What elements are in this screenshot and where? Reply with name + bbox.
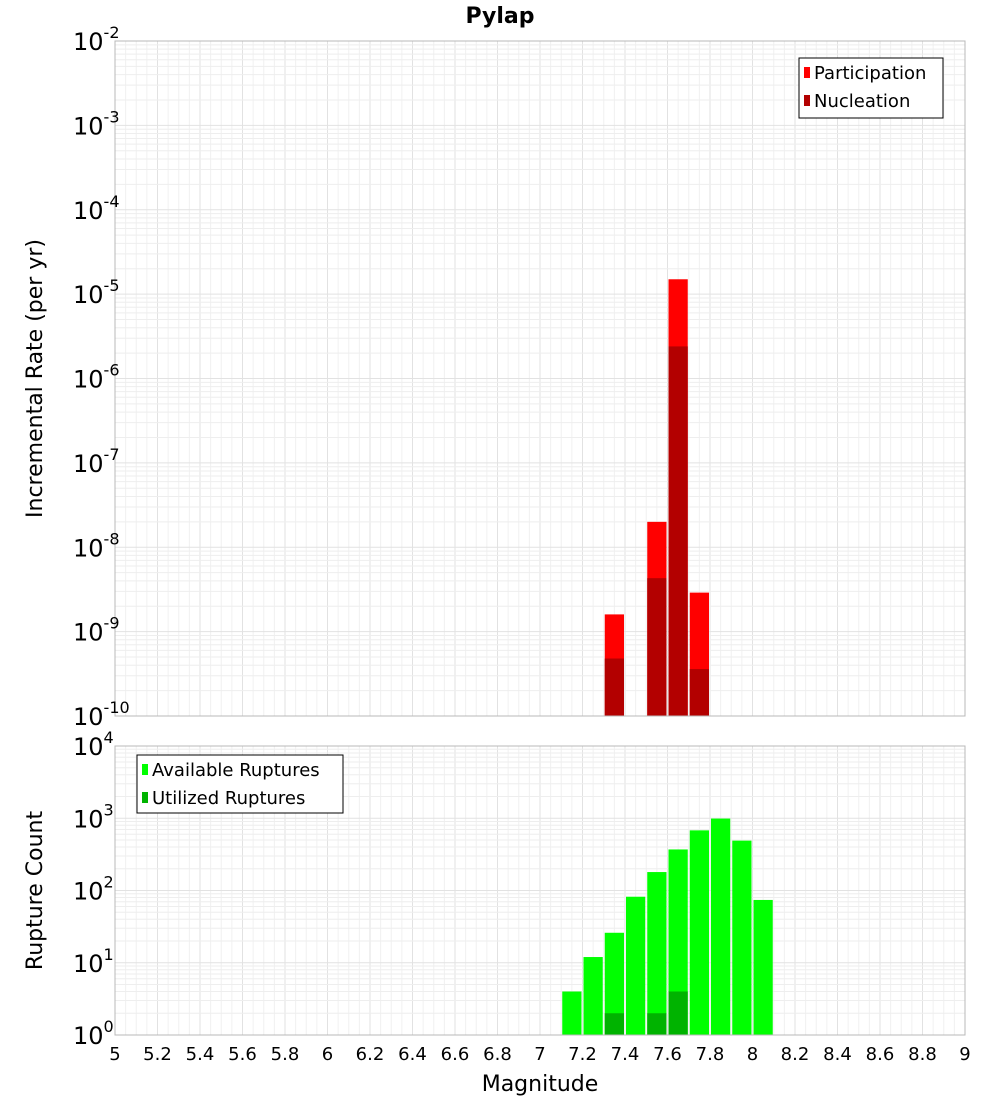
- bottom-panel: 100 101 102 103 104 5 5.2 5.4 5.6 5.8 6 6.2 6.4 6.6 6.…: [23, 728, 971, 1097]
- y-tick-label: 103: [73, 800, 114, 833]
- legend-label: Nucleation: [814, 91, 910, 112]
- y-tick-label: 10-8: [73, 529, 120, 562]
- plot-border: [114, 745, 966, 1036]
- bar-primary: [689, 830, 709, 1035]
- bar-primary: [668, 849, 688, 1035]
- bar-secondary: [647, 1013, 667, 1035]
- bar-primary: [583, 957, 603, 1035]
- legend-label: Utilized Ruptures: [152, 788, 305, 809]
- x-tick-label: 5.2: [143, 1044, 172, 1065]
- x-tick-label: 5.8: [271, 1044, 300, 1065]
- x-tick-label: 6.2: [356, 1044, 385, 1065]
- x-tick-label: 7.2: [568, 1044, 597, 1065]
- legend-label: Available Ruptures: [152, 760, 320, 781]
- x-tick-label: 7.6: [653, 1044, 682, 1065]
- y-tick-label: 10-3: [73, 107, 120, 140]
- y-axis-label: Rupture Count: [23, 811, 48, 971]
- x-tick-label: 7.8: [696, 1044, 725, 1065]
- plot-border: [114, 40, 966, 717]
- x-tick-label: 8.8: [908, 1044, 937, 1065]
- legend-label: Participation: [814, 63, 926, 84]
- bar-primary: [732, 840, 752, 1035]
- y-tick-label: 10-4: [73, 192, 120, 225]
- y-axis-label: Incremental Rate (per yr): [23, 239, 48, 518]
- chart-title: Pylap: [465, 4, 534, 29]
- bar-primary: [626, 896, 646, 1035]
- bar-primary: [711, 818, 731, 1035]
- y-tick-label: 10-10: [73, 698, 130, 731]
- x-tick-label: 5.6: [228, 1044, 257, 1065]
- bar-secondary: [604, 1013, 624, 1035]
- bar-secondary: [604, 658, 624, 716]
- x-tick-label: 8.2: [781, 1044, 810, 1065]
- x-tick-label: 9: [959, 1044, 970, 1065]
- bar-secondary: [689, 669, 709, 716]
- x-tick-label: 7.4: [611, 1044, 640, 1065]
- y-tick-label: 104: [73, 728, 114, 761]
- y-tick-label: 102: [73, 873, 114, 906]
- legend: Participation Nucleation: [798, 57, 944, 119]
- x-axis-label: Magnitude: [482, 1072, 599, 1097]
- x-tick-label: 6.4: [398, 1044, 427, 1065]
- legend-swatch: [804, 95, 810, 106]
- bar-primary: [562, 991, 582, 1035]
- legend: Available Ruptures Utilized Ruptures: [136, 754, 344, 814]
- y-tick-label: 101: [73, 945, 114, 978]
- y-tick-label: 10-2: [73, 23, 120, 56]
- legend-swatch: [142, 792, 148, 803]
- x-tick-label: 6.6: [441, 1044, 470, 1065]
- bar-secondary: [668, 991, 688, 1035]
- legend-box: [136, 754, 344, 814]
- y-tick-label: 100: [73, 1017, 114, 1050]
- x-tick-label: 5.4: [186, 1044, 215, 1065]
- x-tick-label: 6: [322, 1044, 333, 1065]
- y-tick-label: 10-9: [73, 614, 120, 647]
- bar-primary: [604, 932, 624, 1035]
- legend-swatch: [804, 67, 810, 78]
- y-tick-label: 10-7: [73, 445, 120, 478]
- bar-secondary: [668, 346, 688, 716]
- x-tick-label: 6.8: [483, 1044, 512, 1065]
- legend-box: [798, 57, 944, 119]
- x-tick-label: 7: [534, 1044, 545, 1065]
- bar-secondary: [647, 578, 667, 716]
- x-tick-label: 8.4: [823, 1044, 852, 1065]
- top-panel: 10-10 10-9 10-8 10-7 10-6 10-5 10-4 10-3 10-2 Inc…: [23, 23, 966, 731]
- x-tick-label: 5: [109, 1044, 120, 1065]
- bar-primary: [647, 872, 667, 1035]
- x-tick-label: 8.6: [866, 1044, 895, 1065]
- bar-primary: [753, 899, 773, 1035]
- legend-swatch: [142, 764, 148, 775]
- y-tick-label: 10-5: [73, 276, 120, 309]
- x-tick-label: 8: [747, 1044, 758, 1065]
- y-tick-label: 10-6: [73, 361, 120, 394]
